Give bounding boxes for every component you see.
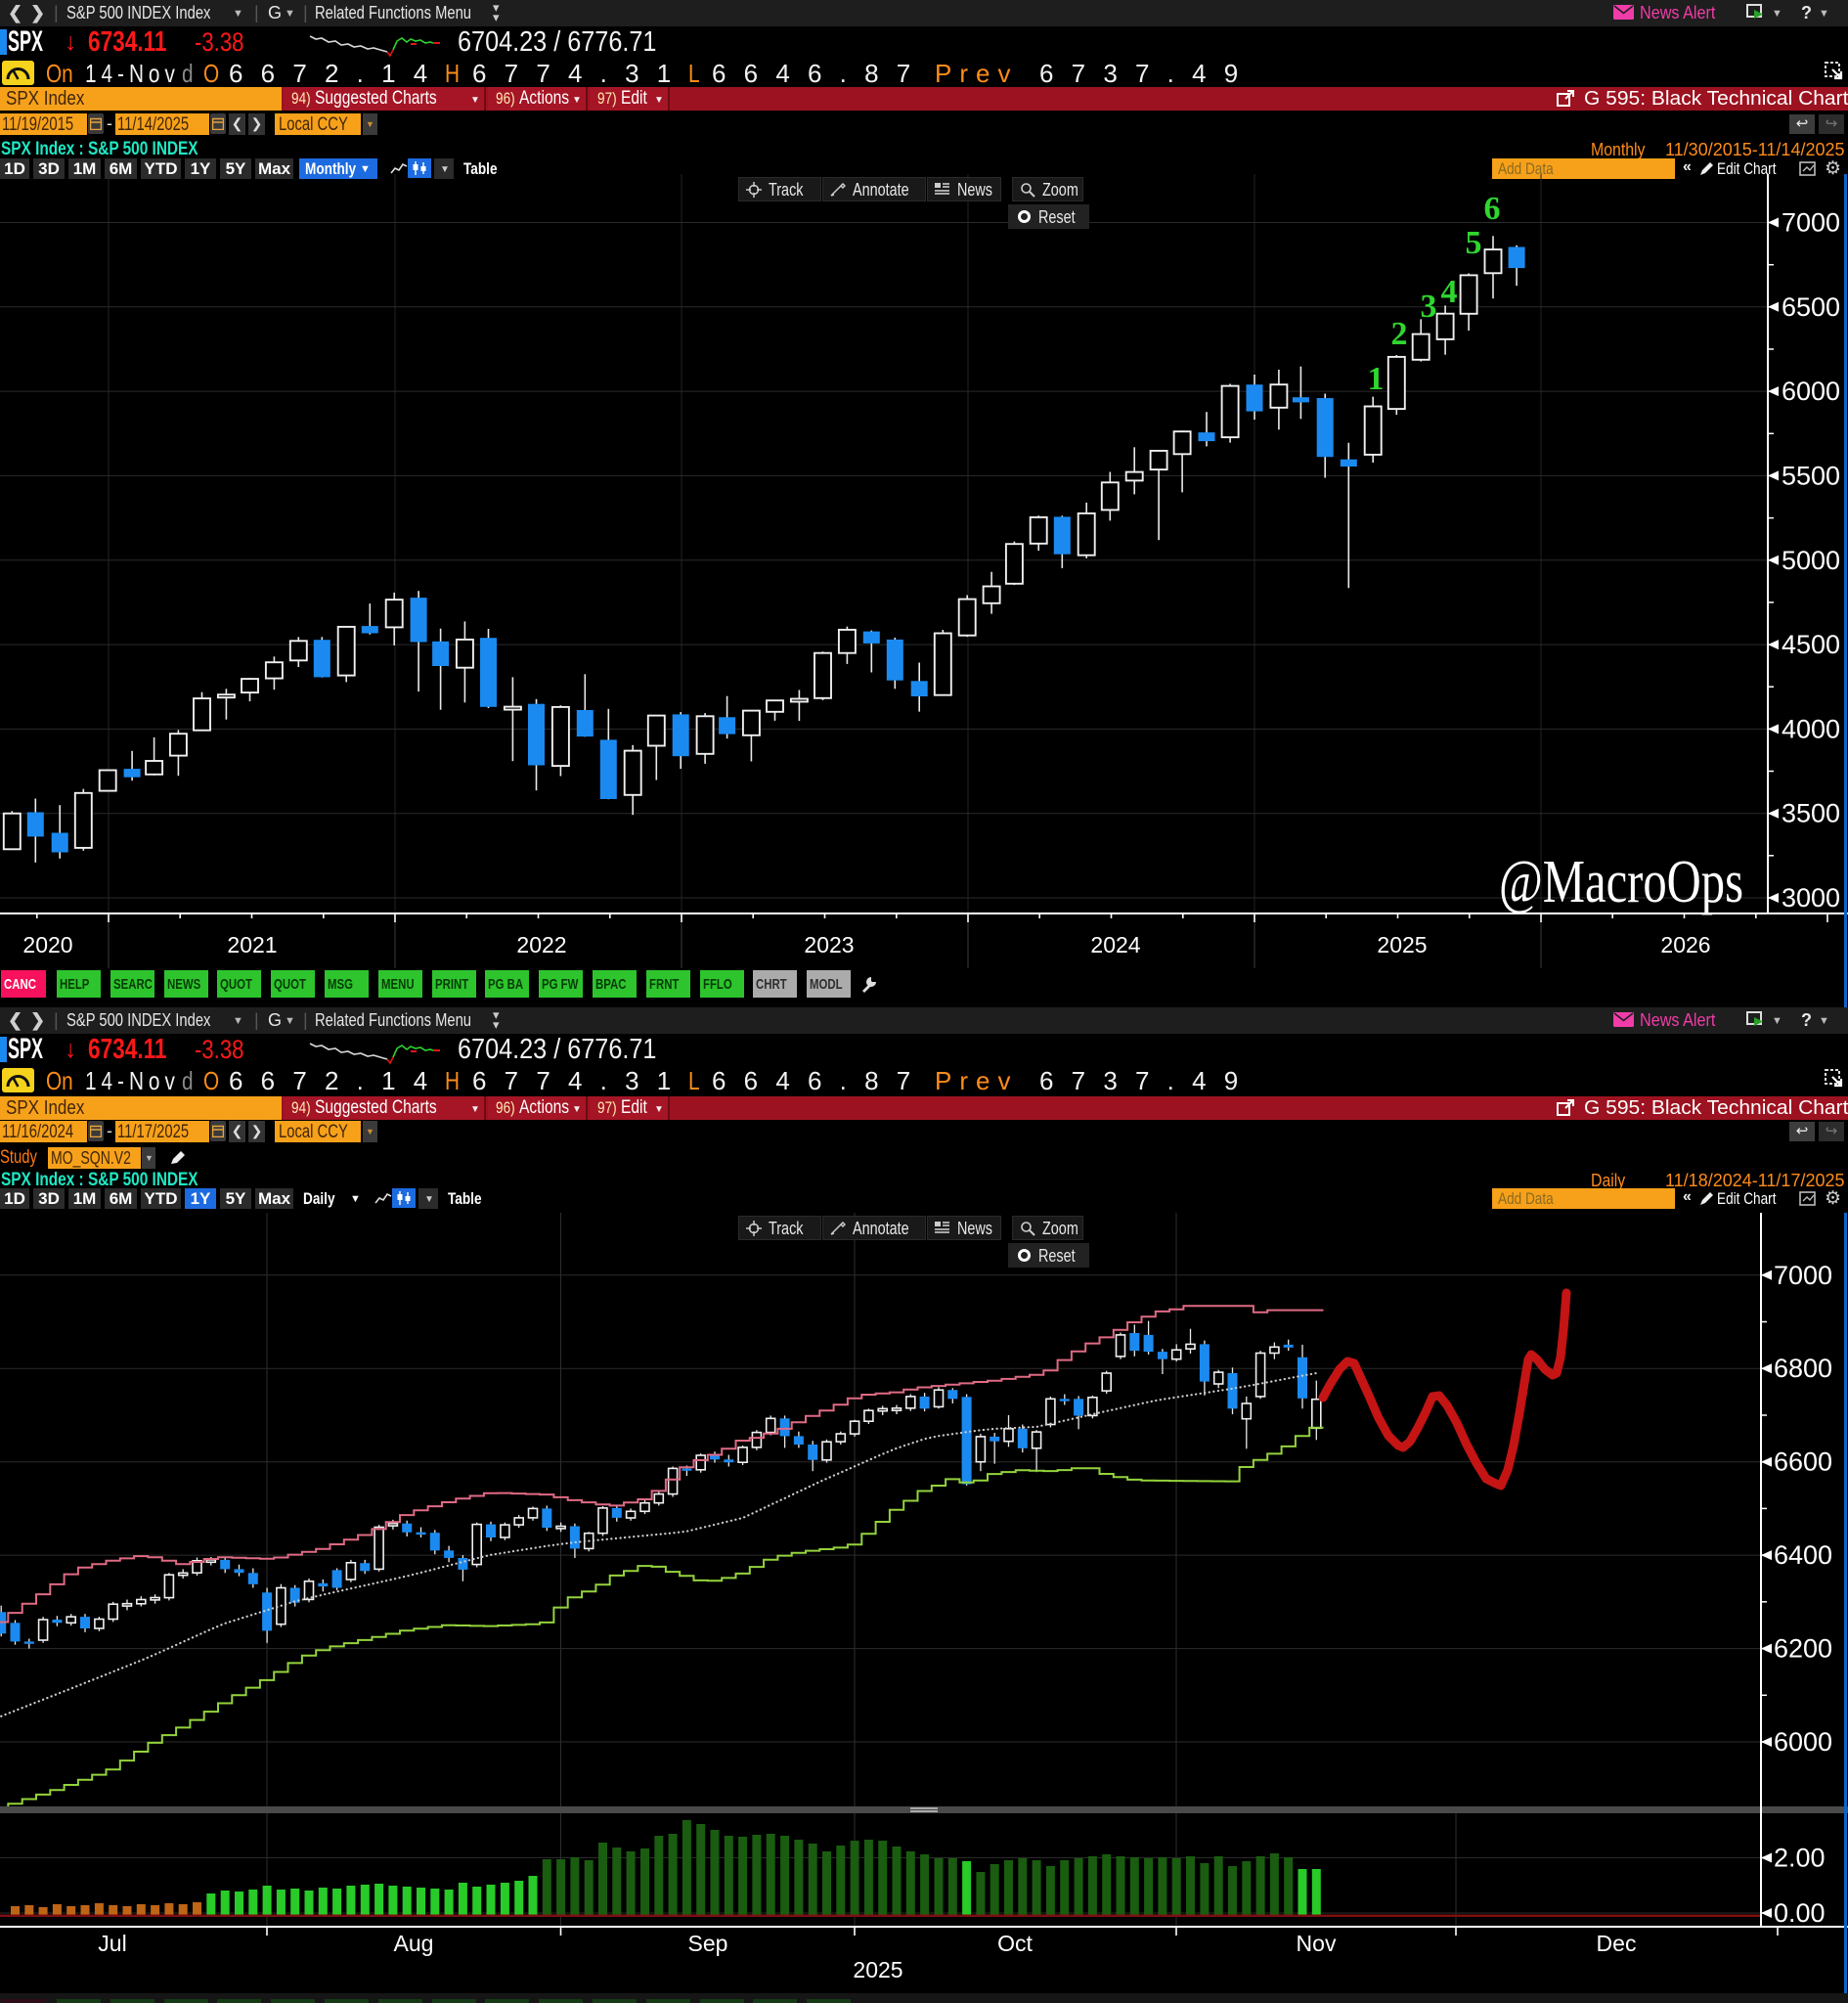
- svg-text:4: 4: [1441, 274, 1458, 310]
- svg-text:4500: 4500: [1782, 630, 1840, 659]
- svg-text:2022: 2022: [516, 932, 566, 957]
- svg-text:1: 1: [1368, 361, 1385, 397]
- svg-text:2023: 2023: [804, 932, 854, 957]
- svg-text:6: 6: [1484, 191, 1501, 227]
- svg-text:3: 3: [1421, 289, 1437, 325]
- svg-text:7000: 7000: [1782, 208, 1840, 238]
- svg-text:@MacroOps: @MacroOps: [1499, 849, 1743, 915]
- svg-text:2025: 2025: [853, 1957, 902, 1982]
- svg-text:6800: 6800: [1774, 1354, 1832, 1383]
- svg-text:6600: 6600: [1774, 1447, 1832, 1477]
- svg-text:3500: 3500: [1782, 799, 1840, 828]
- svg-text:2020: 2020: [22, 932, 72, 957]
- svg-text:4000: 4000: [1782, 714, 1840, 743]
- svg-text:5500: 5500: [1782, 461, 1840, 490]
- svg-text:6400: 6400: [1774, 1540, 1832, 1570]
- svg-text:5000: 5000: [1782, 546, 1840, 575]
- svg-text:3000: 3000: [1782, 883, 1840, 912]
- svg-text:Oct: Oct: [997, 1931, 1033, 1956]
- svg-text:7000: 7000: [1774, 1261, 1832, 1290]
- svg-text:2026: 2026: [1660, 932, 1710, 957]
- svg-text:Nov: Nov: [1297, 1931, 1337, 1956]
- svg-text:Aug: Aug: [394, 1931, 434, 1956]
- svg-text:2025: 2025: [1377, 932, 1427, 957]
- svg-text:Sep: Sep: [688, 1931, 728, 1956]
- svg-text:6000: 6000: [1774, 1727, 1832, 1757]
- svg-text:6000: 6000: [1782, 377, 1840, 406]
- svg-text:2: 2: [1391, 316, 1408, 352]
- svg-text:6200: 6200: [1774, 1634, 1832, 1664]
- svg-text:6500: 6500: [1782, 292, 1840, 322]
- svg-text:2021: 2021: [227, 932, 277, 957]
- svg-text:Jul: Jul: [98, 1931, 126, 1956]
- svg-text:0.00: 0.00: [1774, 1898, 1826, 1928]
- svg-text:5: 5: [1466, 225, 1482, 261]
- svg-text:2.00: 2.00: [1774, 1844, 1826, 1873]
- svg-text:Dec: Dec: [1597, 1931, 1637, 1956]
- svg-text:2024: 2024: [1090, 932, 1140, 957]
